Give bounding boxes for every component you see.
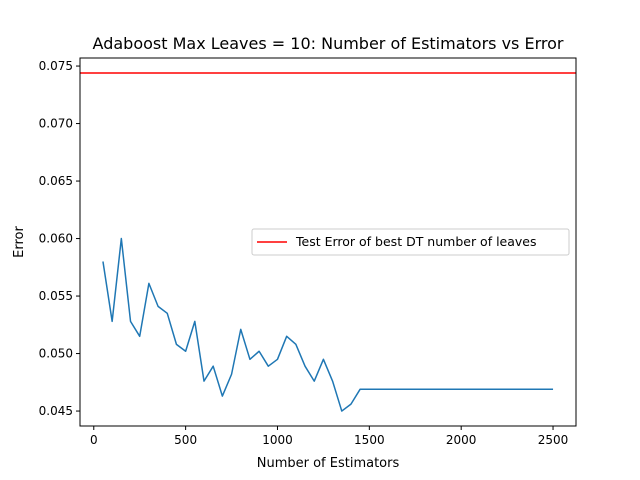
chart-title: Adaboost Max Leaves = 10: Number of Esti… <box>93 34 564 53</box>
y-tick-label: 0.055 <box>39 289 73 303</box>
x-tick-label: 500 <box>174 433 197 447</box>
legend: Test Error of best DT number of leaves <box>251 228 570 256</box>
y-tick-label: 0.045 <box>39 404 73 418</box>
x-tick-label: 1000 <box>262 433 293 447</box>
y-tick-label: 0.070 <box>39 117 73 131</box>
plot-area <box>80 72 576 412</box>
y-tick-label: 0.065 <box>39 174 73 188</box>
y-tick-label: 0.060 <box>39 232 73 246</box>
y-axis-label: Error <box>12 226 27 258</box>
x-tick-label: 2500 <box>538 433 569 447</box>
y-tick-label: 0.050 <box>39 347 73 361</box>
y-axis: 0.045 0.050 0.055 0.060 0.065 0.070 0.075 <box>39 59 80 418</box>
x-axis: 0 500 1000 1500 2000 2500 <box>90 426 568 447</box>
x-tick-label: 2000 <box>446 433 477 447</box>
x-tick-label: 1500 <box>354 433 385 447</box>
series-line-0 <box>102 237 554 412</box>
x-axis-label: Number of Estimators <box>257 456 400 471</box>
x-tick-label: 0 <box>90 433 98 447</box>
y-tick-label: 0.075 <box>39 59 73 73</box>
plot-frame <box>79 57 577 427</box>
legend-box <box>251 228 570 256</box>
legend-label: Test Error of best DT number of leaves <box>295 234 537 249</box>
